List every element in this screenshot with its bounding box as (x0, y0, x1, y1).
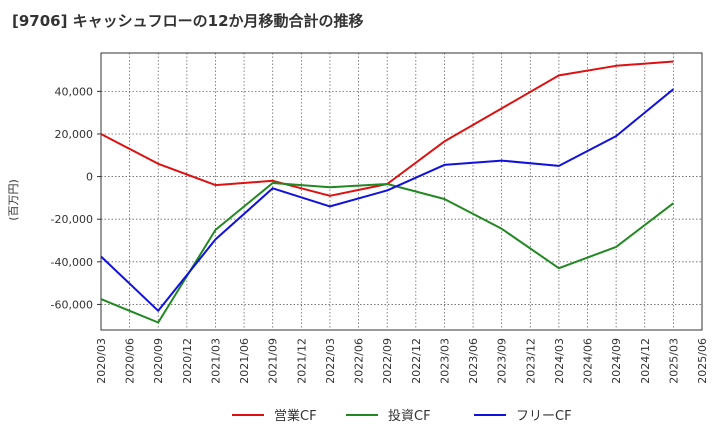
y-tick-label: 20,000 (55, 128, 94, 141)
legend-label: 投資CF (388, 408, 431, 424)
x-tick-label: 2023/12 (524, 338, 537, 384)
y-tick-label: -60,000 (51, 298, 93, 311)
legend-label: フリーCF (516, 409, 572, 424)
x-tick-label: 2024/09 (610, 338, 623, 384)
x-tick-label: 2024/03 (553, 338, 566, 384)
y-tick-label: 40,000 (55, 85, 94, 98)
x-tick-label: 2025/06 (696, 338, 709, 384)
x-tick-label: 2022/12 (410, 338, 423, 384)
y-tick-label: -40,000 (51, 256, 93, 269)
x-tick-label: 2021/09 (267, 338, 280, 384)
x-tick-label: 2024/06 (582, 338, 595, 384)
x-tick-label: 2022/06 (353, 338, 366, 384)
x-tick-label: 2022/03 (324, 338, 337, 384)
y-tick-label: -20,000 (51, 213, 93, 226)
series-lines (100, 60, 675, 324)
x-tick-label: 2022/09 (381, 338, 394, 384)
x-tick-label: 2021/12 (295, 338, 308, 384)
grid (101, 53, 702, 330)
x-tick-label: 2020/12 (181, 338, 194, 384)
x-tick-label: 2020/09 (152, 338, 165, 384)
x-tick-label: 2024/12 (639, 338, 652, 384)
x-tick-label: 2020/03 (95, 338, 108, 384)
legend: 営業CF 投資CF フリーCF (232, 408, 572, 424)
x-tick-label: 2025/03 (667, 338, 680, 384)
chart-title: [9706] キャッシュフローの12か月移動合計の推移 (12, 12, 364, 30)
x-tick-label: 2020/06 (124, 338, 137, 384)
plot-border (100, 52, 703, 331)
y-axis-label: (百万円) (7, 179, 20, 221)
x-tick-label: 2021/03 (209, 338, 222, 384)
legend-label: 営業CF (274, 408, 317, 424)
series-line-3 (100, 88, 675, 312)
series-line-2 (100, 182, 675, 324)
x-tick-label: 2023/03 (438, 338, 451, 384)
x-tick-label: 2023/06 (467, 338, 480, 384)
x-tick-label: 2021/06 (238, 338, 251, 384)
axes: 2020/03 2020/06 2020/09 2020/12 2021/03 2021/… (51, 52, 709, 384)
x-tick-label: 2023/09 (496, 338, 509, 384)
y-tick-label: 0 (86, 171, 93, 184)
